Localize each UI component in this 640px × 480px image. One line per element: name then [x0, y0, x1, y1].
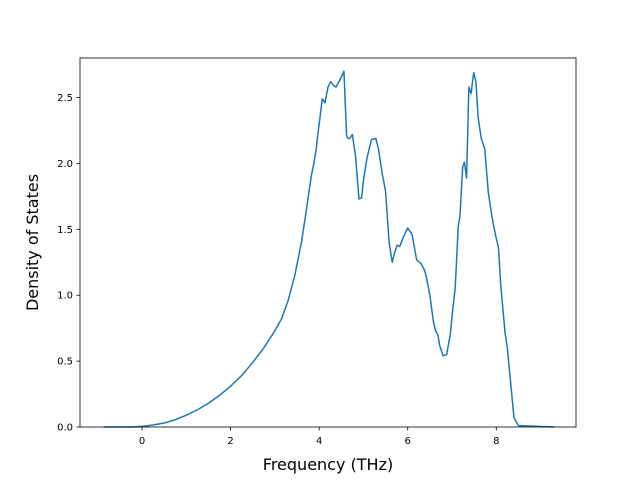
- y-tick-label: 2.5: [57, 93, 73, 104]
- x-axis-label: Frequency (THz): [263, 455, 393, 474]
- plot-area: [80, 58, 576, 427]
- x-tick-label: 6: [405, 436, 411, 447]
- y-tick-label: 1.5: [57, 225, 73, 236]
- y-tick-label: 0.0: [57, 423, 73, 434]
- x-tick-label: 0: [139, 436, 145, 447]
- y-tick-label: 1.0: [57, 291, 73, 302]
- plot-frame: [79, 57, 577, 428]
- x-axis-ticks: 0 2 4 6 8: [139, 427, 499, 447]
- dos-series-line: [103, 70, 555, 428]
- x-tick-label: 4: [316, 436, 322, 447]
- y-tick-label: 2.0: [57, 159, 73, 170]
- y-axis-ticks: 0.0 0.5 1.0 1.5 2.0 2.5: [57, 93, 80, 434]
- x-tick-label: 8: [493, 436, 499, 447]
- y-tick-label: 0.5: [57, 357, 73, 368]
- x-tick-label: 2: [227, 436, 233, 447]
- y-axis-label: Density of States: [23, 174, 42, 311]
